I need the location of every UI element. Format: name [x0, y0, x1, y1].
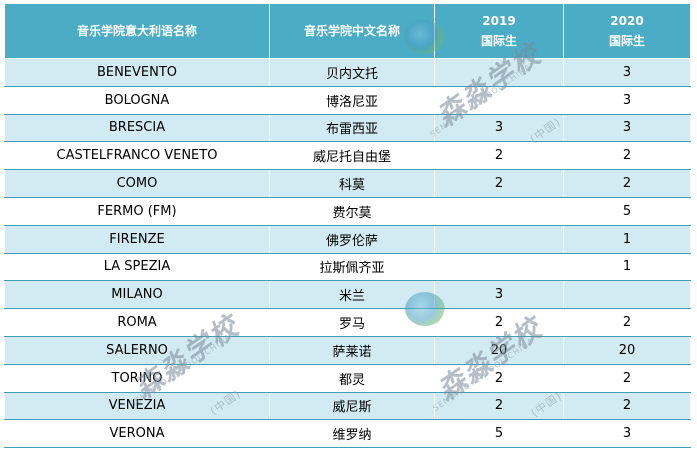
- cell-2020-count: 2: [563, 392, 691, 421]
- cell-2019-count: [434, 225, 564, 254]
- table-row: FIRENZE 佛罗伦萨 1: [4, 225, 691, 254]
- table-row: SALERNO 萨莱诺 20 20: [4, 336, 691, 365]
- table-row: ROMA 罗马 2 2: [4, 308, 691, 337]
- cell-2020-count: 3: [563, 58, 691, 87]
- cell-italian-name: CASTELFRANCO VENETO: [4, 141, 270, 171]
- cell-chinese-name: 科莫: [269, 169, 435, 198]
- cell-chinese-name: 佛罗伦萨: [269, 225, 435, 254]
- cell-chinese-name: 威尼托自由堡: [269, 141, 435, 171]
- cell-italian-name: ROMA: [4, 308, 270, 337]
- international-students-table-container: 音乐学院意大利语名称 音乐学院中文名称 2019 国际生 2020 国际生 BE…: [4, 3, 691, 449]
- cell-italian-name: VENEZIA: [4, 392, 270, 421]
- table-row: COMO 科莫 2 2: [4, 169, 691, 198]
- cell-italian-name: BENEVENTO: [4, 58, 270, 87]
- cell-2019-count: 2: [434, 308, 564, 337]
- cell-chinese-name: 布雷西亚: [269, 114, 435, 143]
- cell-italian-name: LA SPEZIA: [4, 253, 270, 282]
- cell-chinese-name: 维罗纳: [269, 419, 435, 449]
- header-italian-name: 音乐学院意大利语名称: [4, 3, 270, 59]
- cell-chinese-name: 米兰: [269, 280, 435, 310]
- table-row: LA SPEZIA 拉斯佩齐亚 1: [4, 253, 691, 282]
- table-row: TORINO 都灵 2 2: [4, 364, 691, 393]
- table-row: BRESCIA 布雷西亚 3 3: [4, 114, 691, 143]
- cell-2019-count: 3: [434, 114, 564, 143]
- cell-2020-count: 2: [563, 364, 691, 393]
- cell-2019-count: 2: [434, 141, 564, 171]
- cell-2020-count: [563, 280, 691, 310]
- cell-chinese-name: 萨莱诺: [269, 336, 435, 365]
- header-2020: 2020 国际生: [563, 3, 691, 59]
- cell-italian-name: TORINO: [4, 364, 270, 393]
- cell-2020-count: 3: [563, 419, 691, 449]
- header-chinese-name: 音乐学院中文名称: [269, 3, 435, 59]
- cell-2020-count: 20: [563, 336, 691, 365]
- cell-2020-count: 3: [563, 86, 691, 115]
- table-row: VERONA 维罗纳 5 3: [4, 419, 691, 449]
- header-2019-label: 国际生: [480, 34, 517, 48]
- cell-2019-count: [434, 253, 564, 282]
- table-row: BENEVENTO 贝内文托 3: [4, 58, 691, 87]
- cell-2019-count: 20: [434, 336, 564, 365]
- cell-chinese-name: 拉斯佩齐亚: [269, 253, 435, 282]
- cell-2020-count: 2: [563, 141, 691, 171]
- table-row: BOLOGNA 博洛尼亚 3: [4, 86, 691, 115]
- header-2019: 2019 国际生: [434, 3, 564, 59]
- cell-2019-count: [434, 58, 564, 87]
- header-2020-label: 国际生: [608, 34, 645, 48]
- cell-chinese-name: 费尔莫: [269, 197, 435, 226]
- table-body: BENEVENTO 贝内文托 3 BOLOGNA 博洛尼亚 3 BRESCIA 布雷西亚 3 3 C…: [4, 58, 691, 449]
- cell-italian-name: SALERNO: [4, 336, 270, 365]
- cell-chinese-name: 罗马: [269, 308, 435, 337]
- table-header: 音乐学院意大利语名称 音乐学院中文名称 2019 国际生 2020 国际生: [4, 3, 691, 59]
- cell-chinese-name: 贝内文托: [269, 58, 435, 87]
- table-row: CASTELFRANCO VENETO 威尼托自由堡 2 2: [4, 141, 691, 171]
- cell-italian-name: FERMO (FM): [4, 197, 270, 226]
- cell-chinese-name: 都灵: [269, 364, 435, 393]
- cell-2019-count: [434, 86, 564, 115]
- cell-2020-count: 2: [563, 308, 691, 337]
- header-2019-year: 2019: [482, 14, 516, 28]
- header-2020-year: 2020: [610, 14, 644, 28]
- cell-italian-name: VERONA: [4, 419, 270, 449]
- cell-chinese-name: 博洛尼亚: [269, 86, 435, 115]
- international-students-table: 音乐学院意大利语名称 音乐学院中文名称 2019 国际生 2020 国际生 BE…: [4, 3, 691, 449]
- cell-2020-count: 1: [563, 253, 691, 282]
- table-row: VENEZIA 威尼斯 2 2: [4, 392, 691, 421]
- cell-2019-count: 2: [434, 392, 564, 421]
- cell-italian-name: BOLOGNA: [4, 86, 270, 115]
- cell-italian-name: COMO: [4, 169, 270, 198]
- cell-2020-count: 1: [563, 225, 691, 254]
- header-row: 音乐学院意大利语名称 音乐学院中文名称 2019 国际生 2020 国际生: [4, 3, 691, 59]
- cell-2020-count: 3: [563, 114, 691, 143]
- cell-2020-count: 5: [563, 197, 691, 226]
- cell-2019-count: 5: [434, 419, 564, 449]
- cell-chinese-name: 威尼斯: [269, 392, 435, 421]
- table-row: FERMO (FM) 费尔莫 5: [4, 197, 691, 226]
- cell-italian-name: FIRENZE: [4, 225, 270, 254]
- cell-2019-count: 3: [434, 280, 564, 310]
- cell-2019-count: [434, 197, 564, 226]
- cell-italian-name: BRESCIA: [4, 114, 270, 143]
- cell-italian-name: MILANO: [4, 280, 270, 310]
- table-row: MILANO 米兰 3: [4, 280, 691, 310]
- cell-2019-count: 2: [434, 169, 564, 198]
- cell-2020-count: 2: [563, 169, 691, 198]
- cell-2019-count: 2: [434, 364, 564, 393]
